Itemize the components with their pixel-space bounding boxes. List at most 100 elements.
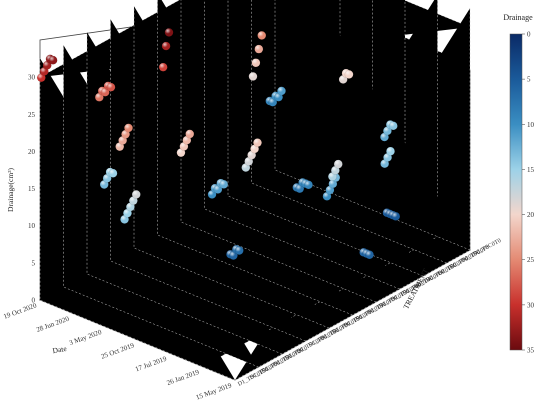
z-tick-label: 15	[28, 185, 36, 193]
data-point-highlight	[158, 62, 168, 72]
date-tick-label: 3 May 2020	[68, 328, 103, 347]
colorbar-tick-label: 25	[527, 256, 535, 264]
data-point-highlight	[365, 250, 374, 259]
colorbar-tick-label: 5	[527, 76, 531, 84]
data-point-highlight	[338, 75, 348, 84]
data-point	[328, 172, 337, 181]
data-point-highlight	[176, 148, 186, 157]
data-point	[176, 148, 186, 158]
data-point	[182, 135, 192, 145]
data-point	[304, 180, 313, 190]
data-point	[333, 159, 343, 169]
data-point	[42, 60, 52, 70]
z-tick-label: 0	[32, 297, 36, 305]
data-point-highlight	[213, 185, 223, 194]
data-point-highlight	[277, 86, 286, 96]
data-point	[386, 146, 395, 156]
data-point-highlight	[48, 55, 58, 65]
data-point	[213, 185, 223, 194]
data-point	[126, 202, 135, 212]
data-point-highlight	[108, 169, 118, 178]
date-tick-label: 26 Jan 2019	[166, 368, 201, 387]
data-point	[268, 97, 278, 107]
data-point-highlight	[179, 142, 189, 151]
colorbar-tick-label: 30	[527, 301, 535, 309]
colorbar-gradient	[509, 33, 523, 351]
data-point	[383, 153, 392, 162]
data-point	[330, 165, 340, 175]
data-point-highlight	[244, 157, 253, 166]
data-point	[257, 31, 267, 40]
data-point-highlight	[120, 215, 129, 224]
colorbar-tick-label: 15	[527, 166, 535, 174]
data-point-highlight	[274, 92, 283, 102]
data-point-highlight	[325, 185, 335, 195]
data-point-highlight	[182, 136, 192, 145]
data-point	[344, 70, 354, 79]
data-point	[380, 159, 389, 169]
data-point	[248, 72, 258, 81]
z-tick-label: 25	[28, 111, 36, 119]
data-point	[380, 132, 389, 142]
z-tick-label: 10	[28, 222, 36, 230]
data-point	[161, 41, 171, 51]
data-point	[120, 215, 129, 224]
data-point-highlight	[391, 212, 400, 221]
data-point	[100, 87, 110, 97]
data-point	[338, 75, 348, 84]
data-point	[253, 138, 262, 148]
data-point	[121, 129, 130, 139]
date-tick-label: 25 Oct 2019	[100, 341, 136, 361]
colorbar-tick-label: 35	[527, 347, 535, 355]
data-point-highlight	[248, 72, 258, 81]
data-point-highlight	[344, 70, 354, 79]
data-point	[39, 67, 49, 76]
data-point	[388, 121, 398, 131]
data-point-highlight	[253, 138, 262, 147]
date-tick-label: 19 Oct 2020	[2, 301, 38, 321]
data-point-highlight	[380, 132, 389, 142]
z-tick-label: 5	[32, 259, 36, 267]
data-point-highlight	[322, 192, 332, 201]
data-point	[158, 62, 168, 72]
data-point	[274, 92, 283, 102]
data-point-highlight	[247, 150, 256, 160]
data-point-highlight	[268, 98, 277, 107]
data-point-highlight	[37, 73, 46, 82]
data-point	[365, 250, 374, 260]
data-point	[108, 168, 118, 178]
data-point	[247, 150, 256, 160]
data-point-highlight	[106, 82, 116, 92]
data-point	[185, 129, 195, 139]
data-point	[234, 246, 244, 255]
colorbar-tick-label: 10	[527, 121, 535, 129]
data-point-highlight	[115, 142, 124, 151]
data-point-highlight	[132, 190, 141, 199]
data-point	[94, 92, 104, 102]
data-point-highlight	[161, 41, 171, 51]
data-point-highlight	[95, 93, 104, 102]
z-axis-ticks: 0 5 10 15 20 25 30	[28, 74, 36, 305]
data-point	[250, 144, 259, 154]
data-point-highlight	[334, 159, 343, 169]
data-point	[277, 86, 286, 96]
colorbar-tick-label: 20	[527, 211, 535, 219]
colorbar-title: Drainage	[503, 13, 533, 22]
data-point-highlight	[118, 136, 127, 145]
data-point-highlight	[251, 58, 261, 67]
data-point-highlight	[389, 121, 398, 131]
data-point-highlight	[331, 166, 340, 175]
data-point-highlight	[219, 180, 228, 189]
data-point-highlight	[235, 246, 244, 255]
data-point-highlight	[229, 251, 238, 260]
colorbar-tick-label: 0	[527, 31, 531, 39]
data-point	[99, 180, 109, 189]
data-points	[36, 28, 401, 260]
treatment-gridline	[274, 0, 471, 251]
data-point	[118, 136, 128, 145]
data-point	[164, 28, 174, 37]
z-axis-title: Drainage(cm³)	[6, 168, 15, 212]
data-point	[251, 58, 261, 68]
data-point-highlight	[207, 190, 217, 199]
